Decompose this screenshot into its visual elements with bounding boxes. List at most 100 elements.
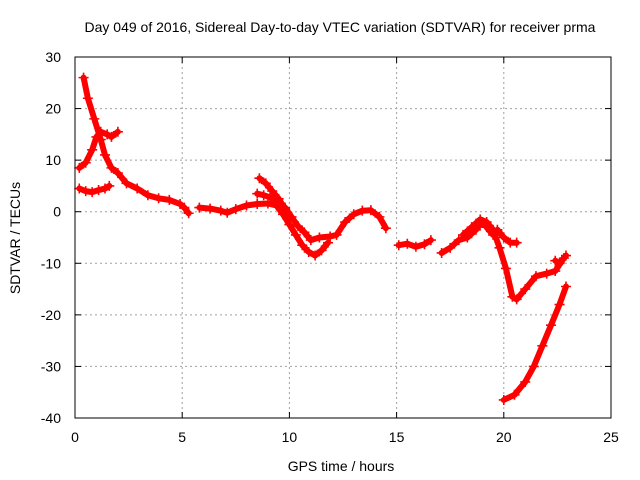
x-tick-label: 5 (178, 429, 186, 445)
data-point (310, 250, 321, 261)
data-point (74, 183, 85, 194)
data-point (292, 221, 303, 232)
data-point (445, 242, 456, 253)
data-point (74, 162, 85, 173)
data-point (488, 224, 499, 235)
data-point (95, 126, 106, 137)
x-tick-label: 25 (603, 429, 619, 445)
y-tick-label: -20 (41, 307, 61, 323)
data-point (100, 149, 111, 160)
data-point (254, 173, 265, 184)
data-point (374, 211, 385, 222)
data-point (530, 271, 541, 282)
data-point (179, 202, 190, 213)
data-point (106, 162, 117, 173)
x-tick-label: 0 (71, 429, 79, 445)
data-point (299, 227, 310, 238)
data-point (494, 242, 505, 253)
data-point (325, 231, 336, 242)
data-point (466, 222, 477, 233)
y-axis-title: SDTVAR / TECUs (7, 182, 23, 294)
data-point (252, 188, 263, 199)
data-point (265, 192, 276, 203)
data-point (112, 168, 123, 179)
x-tick-label: 20 (496, 429, 512, 445)
data-point (425, 235, 436, 246)
x-axis-title: GPS time / hours (288, 458, 395, 474)
data-point (91, 131, 102, 142)
data-point (314, 232, 325, 243)
data-series (74, 180, 115, 198)
data-point (297, 240, 308, 251)
data-series (254, 173, 295, 225)
data-series (78, 72, 194, 219)
data-point (273, 193, 284, 204)
grid (75, 57, 611, 418)
data-point (267, 186, 278, 197)
data-point (498, 394, 509, 405)
data-point (481, 217, 492, 228)
chart-title: Day 049 of 2016, Sidereal Day-to-day VTE… (85, 19, 596, 35)
data-point (106, 131, 117, 142)
data-point (316, 245, 327, 256)
data-point (560, 281, 571, 292)
data-point (262, 198, 273, 209)
data-point (331, 229, 342, 240)
data-point (93, 185, 104, 196)
data-point (80, 186, 91, 197)
y-tick-label: 10 (45, 152, 61, 168)
data-point (453, 235, 464, 246)
data-point (142, 190, 153, 201)
y-tick-label: 0 (53, 204, 61, 220)
data-point (132, 183, 143, 194)
data-point (520, 284, 531, 295)
data-point (164, 194, 175, 205)
data-point (537, 340, 548, 351)
data-point (290, 229, 301, 240)
data-point (554, 258, 565, 269)
data-point (541, 268, 552, 279)
series-layer (74, 72, 571, 405)
x-tick-label: 15 (389, 429, 405, 445)
data-series (393, 235, 436, 252)
data-point (305, 235, 316, 246)
data-point (509, 389, 520, 400)
ticks: 0 5 10 15 20 25 -40 -30 -20 -10 0 10 20 30 (41, 49, 619, 445)
data-point (520, 376, 531, 387)
data-point (80, 157, 91, 168)
data-point (380, 223, 391, 234)
y-tick-label: -10 (41, 255, 61, 271)
y-tick-label: 20 (45, 101, 61, 117)
data-point (550, 266, 561, 277)
data-series (550, 250, 571, 269)
series-band (438, 219, 520, 256)
data-series (458, 214, 569, 305)
data-point (121, 178, 132, 189)
data-point (104, 180, 115, 191)
data-point (410, 241, 421, 252)
data-point (554, 299, 565, 310)
data-point (357, 205, 368, 216)
data-point (215, 205, 226, 216)
data-point (222, 207, 233, 218)
data-point (82, 93, 93, 104)
data-point (419, 239, 430, 250)
data-point (528, 361, 539, 372)
x-tick-label: 10 (282, 429, 298, 445)
data-point (205, 203, 216, 214)
data-point (280, 204, 291, 215)
data-point (498, 232, 509, 243)
data-point (112, 126, 123, 137)
y-tick-label: -30 (41, 358, 61, 374)
data-point (78, 72, 89, 83)
data-point (458, 229, 469, 240)
plot-frame (74, 56, 612, 419)
data-point (340, 217, 351, 228)
data-point (365, 205, 376, 216)
data-series (74, 126, 123, 173)
data-point (393, 240, 404, 251)
data-point (303, 246, 314, 257)
data-point (500, 263, 511, 274)
data-point (87, 144, 98, 155)
